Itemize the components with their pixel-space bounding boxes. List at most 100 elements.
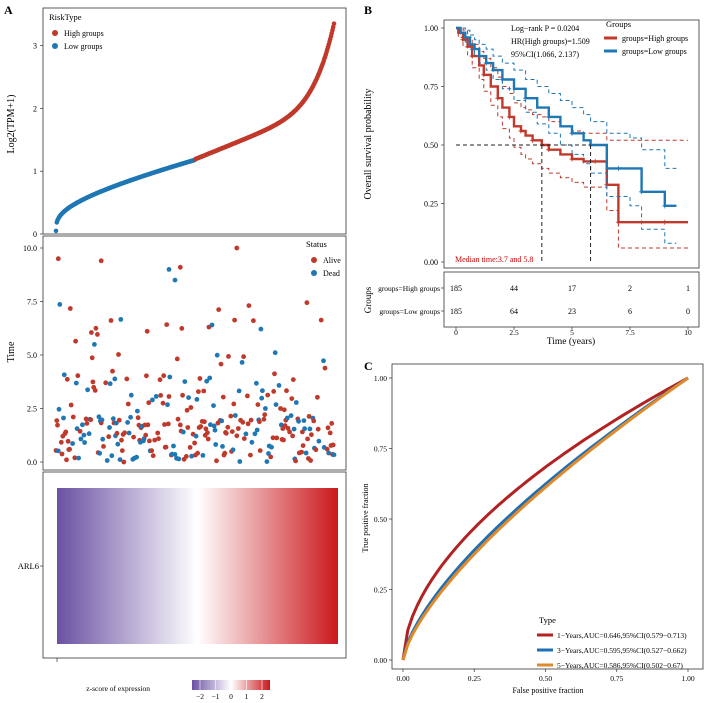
status-point-dead [236,388,242,394]
status-point-alive [147,438,152,444]
km-survival-plot: Overall survival probability 0.00 0.25 0.5… [363,19,700,269]
status-point-alive [103,380,109,386]
status-point-dead [293,400,299,405]
status-point-alive [144,373,149,379]
risk-point-high [331,21,337,27]
status-point-dead [167,374,173,380]
status-point-dead [326,450,332,456]
risk-table-row-high-label: groups=High groups [378,284,440,293]
km-censor-mark-high [592,158,598,164]
status-point-alive [205,430,210,436]
status-point-alive [246,303,252,308]
risk-legend-title: RiskType [49,12,82,22]
status-point-alive [179,326,185,331]
status-point-dead [243,431,249,437]
risk-legend-low-marker [52,43,58,49]
status-point-dead [99,417,105,423]
risk-score-ytick-label: 2 [33,104,37,113]
status-point-dead [82,440,87,445]
status-point-dead [211,423,217,429]
status-point-dead [301,418,307,423]
status-point-dead [232,413,238,418]
status-point-dead [260,388,265,394]
survival-status-ytick-label: 0.0 [27,458,37,467]
km-censor-mark-high [460,37,466,43]
status-point-alive [195,450,201,456]
status-point-alive [251,318,256,324]
status-point-alive [198,424,204,429]
status-point-alive [216,307,222,312]
risk-table-cell: 64 [510,307,518,316]
km-risk-table: Groups groups=High groups groups=Low gro… [363,271,700,347]
km-censor-mark-high [506,114,512,120]
roc-legend-5yr-label: 5−Years,AUC=0.586,95%CI(0.502−0.67) [557,661,683,670]
status-point-dead [150,397,155,403]
status-point-alive [192,440,198,446]
status-legend-title: Status [306,239,327,249]
risk-legend-high-marker [52,30,58,36]
km-censor-mark-high [481,72,487,78]
status-point-dead [220,444,225,449]
status-point-alive [309,432,314,438]
status-point-alive [166,394,172,399]
status-point-alive [241,354,247,360]
status-point-alive [177,422,183,428]
status-point-alive [223,430,229,436]
status-point-alive [268,454,274,460]
status-point-dead [107,381,113,387]
status-point-dead [307,426,313,432]
km-ci-lower-low [456,27,677,244]
status-point-alive [55,256,61,262]
km-censor-mark-high [615,219,621,225]
status-point-dead [115,441,121,447]
km-censor-mark-low [546,114,552,120]
roc-xlabel: False positive fraction [512,686,583,695]
status-point-dead [81,432,87,438]
status-point-alive [89,355,95,361]
status-point-alive [287,429,292,435]
status-point-alive [313,447,319,453]
status-point-alive [234,433,240,439]
panel-label-b: B [364,3,372,17]
risk-table-cell: 1 [686,284,690,293]
status-point-alive [290,433,295,439]
heatmap-scale-title: z-score of expression [86,684,150,693]
status-point-alive [149,448,155,454]
status-point-dead [107,425,112,430]
km-censor-mark-low [569,130,575,136]
status-point-dead [209,322,215,328]
status-point-dead [153,394,159,399]
status-point-alive [110,368,115,374]
status-point-alive [161,373,167,379]
status-point-alive [327,430,333,436]
status-point-alive [131,434,137,440]
status-point-alive [232,317,238,323]
km-stat-logrank: Log−rank P = 0.0204 [511,24,579,33]
roc-ytick-label: 0.75 [374,445,387,454]
roc-legend-3yr-label: 3−Years,AUC=0.595,95%CI(0.527−0.662) [557,646,687,655]
status-point-alive [119,437,124,443]
heatmap-row-label: ARL6 [18,561,39,571]
status-point-dead [172,277,178,283]
status-point-alive [157,377,163,383]
status-point-alive [229,429,235,434]
status-point-alive [180,392,186,398]
status-point-dead [172,452,178,457]
status-legend-alive-label: Alive [323,256,341,265]
status-point-dead [189,453,195,459]
status-point-alive [248,417,254,423]
status-point-alive [162,422,167,427]
status-point-alive [311,418,317,424]
status-point-dead [193,433,199,439]
status-point-dead [113,420,119,426]
status-point-dead [264,459,270,464]
status-legend-dead-label: Dead [323,269,340,278]
status-point-alive [58,439,64,445]
roc-legend-1yr-label: 1−Years,AUC=0.646,95%CI(0.579−0.713) [557,631,687,640]
status-point-alive [55,422,60,428]
status-point-alive [124,376,130,382]
status-point-alive [88,417,94,423]
status-point-alive [218,361,224,367]
status-point-dead [214,352,220,358]
status-point-alive [225,424,231,430]
